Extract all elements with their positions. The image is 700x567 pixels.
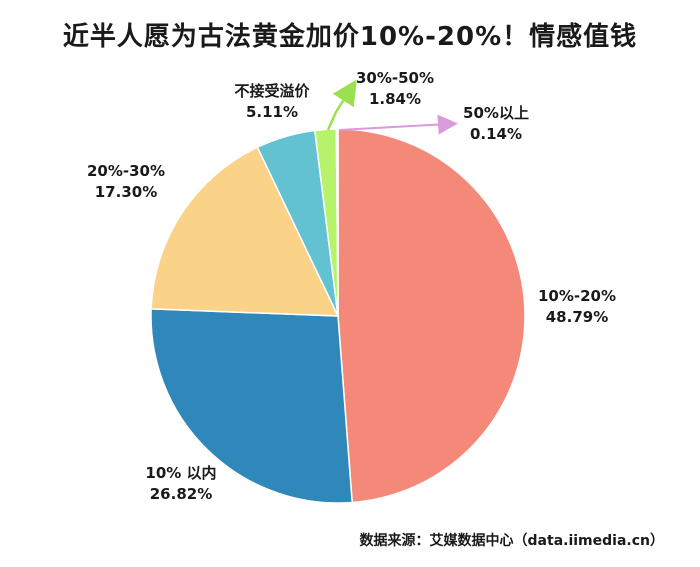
label-20-30-name: 20%-30%: [87, 162, 165, 180]
label-30-50-value: 1.84%: [369, 90, 421, 108]
label-10-20-name: 10%-20%: [538, 287, 616, 305]
label-within-10-name: 10% 以内: [145, 464, 216, 482]
label-no-premium-name: 不接受溢价: [234, 82, 310, 100]
label-20-30-value: 17.30%: [95, 183, 157, 201]
label-10-20-value: 48.79%: [546, 308, 608, 326]
label-no-premium-value: 5.11%: [246, 103, 298, 121]
pie-slice-2: [150, 146, 340, 317]
pie-slice-1: [150, 308, 354, 504]
chart-title: 近半人愿为古法黄金加价10%-20%！情感值钱: [62, 22, 638, 52]
label-50-plus-value: 0.14%: [470, 125, 522, 143]
pie-slice-5: [335, 128, 339, 317]
pie-slice-0: [337, 128, 526, 504]
label-within-10-value: 26.82%: [150, 485, 212, 503]
leader-line-30-50: [326, 79, 357, 131]
leader-line-50-plus: [338, 114, 458, 135]
label-30-50-name: 30%-50%: [356, 69, 434, 87]
pie-slices: [150, 128, 526, 504]
source-note: 数据来源：艾媒数据中心（data.iimedia.cn）: [359, 533, 664, 549]
label-50-plus-name: 50%以上: [463, 104, 529, 122]
